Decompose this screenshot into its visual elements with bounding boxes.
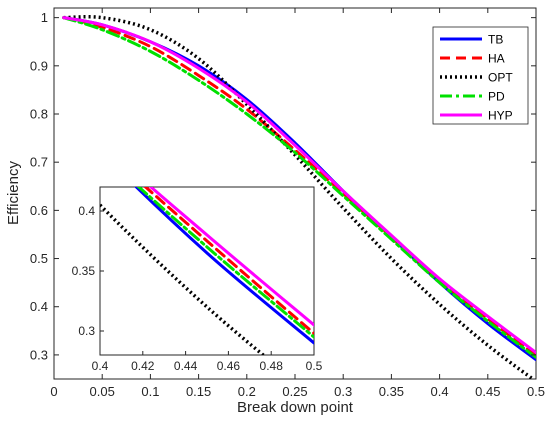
series-line-pd — [62, 16, 536, 359]
inset-y-tick-label: 0.4 — [78, 204, 95, 218]
x-tick-label: 0.1 — [141, 384, 159, 399]
series-line-opt — [63, 15, 536, 379]
y-tick-label: 0.5 — [30, 251, 48, 266]
x-tick-label: 0.25 — [282, 384, 307, 399]
inset-x-ticks: 0.4 0.42 0.44 0.46 0.48 0.5 — [92, 351, 323, 373]
legend-label-opt: OPT — [488, 71, 513, 85]
legend-label-ha: HA — [488, 52, 505, 66]
legend-label-pd: PD — [488, 90, 505, 104]
inset-series-line-opt — [100, 202, 266, 355]
inset-x-tick-label: 0.48 — [260, 359, 284, 373]
y-tick-label: 0.8 — [30, 107, 48, 122]
y-axis-label: Efficiency — [5, 161, 22, 225]
x-tick-label: 0.5 — [527, 384, 545, 399]
x-axis-label: Break down point — [237, 399, 354, 416]
inset-x-tick-label: 0.42 — [131, 359, 155, 373]
y-tick-label: 0.3 — [30, 347, 48, 362]
x-tick-label: 0.2 — [238, 384, 256, 399]
y-tick-label: 0.7 — [30, 155, 48, 170]
y-tick-label: 0.6 — [30, 203, 48, 218]
series-line-hyp — [62, 16, 536, 354]
inset-x-tick-label: 0.44 — [174, 359, 198, 373]
x-tick-label: 0.15 — [186, 384, 211, 399]
x-tick-label: 0.45 — [475, 384, 500, 399]
legend-label-tb: TB — [488, 33, 503, 47]
x-tick-label: 0.05 — [90, 384, 115, 399]
x-tick-label: 0 — [50, 384, 57, 399]
inset-y-tick-label: 0.35 — [72, 264, 96, 278]
x-tick-label: 0.3 — [334, 384, 352, 399]
inset-x-tick-label: 0.46 — [217, 359, 241, 373]
inset-plot-area — [99, 186, 315, 356]
inset-x-tick-label: 0.5 — [306, 359, 323, 373]
main-series-lines — [62, 15, 536, 379]
x-tick-label: 0.4 — [431, 384, 449, 399]
inset-x-tick-label: 0.4 — [92, 359, 109, 373]
inset-series-lines — [100, 187, 314, 355]
y-axis-ticks: 0.3 0.4 0.5 0.6 0.7 0.8 0.9 1 — [30, 10, 536, 362]
inset-y-ticks: 0.3 0.35 0.4 — [72, 204, 104, 338]
y-tick-label: 0.9 — [30, 58, 48, 73]
legend-label-hyp: HYP — [488, 109, 513, 123]
x-tick-label: 0.35 — [379, 384, 404, 399]
x-axis-ticks: 0 0.05 0.1 0.15 0.2 0.25 0.3 0.35 0.4 0.45 0.5 — [50, 8, 545, 399]
inset-y-tick-label: 0.3 — [78, 324, 95, 338]
y-tick-label: 1 — [41, 10, 48, 25]
legend: TB HA OPT PD HYP — [432, 26, 529, 125]
y-tick-label: 0.4 — [30, 299, 48, 314]
